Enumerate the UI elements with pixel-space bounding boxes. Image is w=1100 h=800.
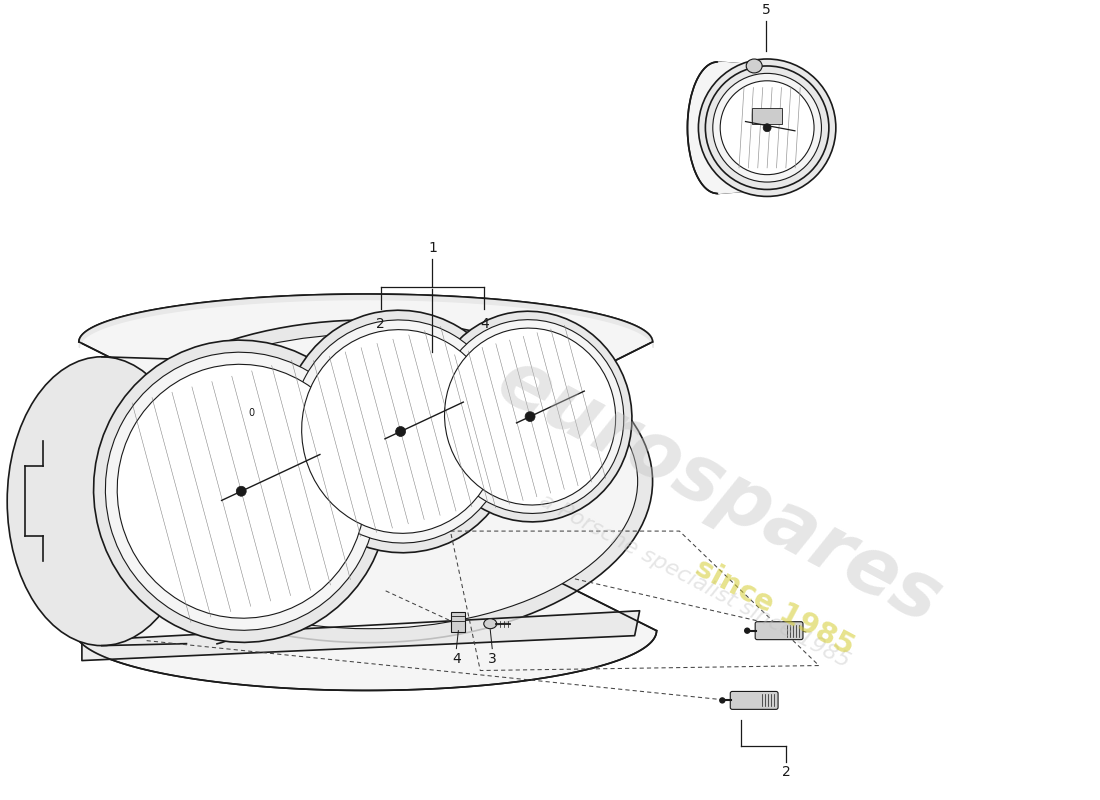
Ellipse shape [106, 352, 377, 630]
Ellipse shape [94, 340, 389, 642]
Ellipse shape [688, 62, 747, 194]
Ellipse shape [444, 328, 616, 505]
Ellipse shape [301, 330, 499, 534]
Ellipse shape [85, 320, 652, 642]
Text: 4: 4 [452, 651, 461, 666]
Polygon shape [75, 294, 657, 690]
Ellipse shape [8, 357, 197, 646]
Ellipse shape [484, 618, 497, 629]
Ellipse shape [428, 311, 631, 522]
FancyBboxPatch shape [752, 108, 782, 124]
Text: 0: 0 [249, 407, 254, 418]
Text: eurospares: eurospares [484, 342, 954, 640]
Ellipse shape [705, 66, 829, 190]
Ellipse shape [713, 74, 822, 182]
FancyBboxPatch shape [730, 691, 778, 710]
Text: 1: 1 [428, 242, 437, 255]
Text: since 1985: since 1985 [690, 554, 858, 662]
Circle shape [719, 698, 725, 703]
Ellipse shape [118, 364, 365, 618]
Text: 2: 2 [782, 765, 791, 779]
Polygon shape [717, 62, 767, 194]
Ellipse shape [396, 426, 406, 437]
Ellipse shape [698, 59, 836, 197]
Ellipse shape [763, 124, 771, 132]
Text: 5: 5 [762, 3, 770, 17]
FancyBboxPatch shape [756, 622, 803, 640]
Ellipse shape [746, 59, 762, 73]
Text: a Porsche specialist since 1985: a Porsche specialist since 1985 [536, 490, 852, 671]
Text: 4: 4 [480, 317, 488, 331]
Ellipse shape [236, 486, 246, 496]
Text: 3: 3 [488, 651, 496, 666]
Text: 2: 2 [376, 317, 385, 331]
Ellipse shape [437, 320, 624, 514]
Ellipse shape [525, 411, 535, 422]
Circle shape [745, 628, 750, 633]
Polygon shape [81, 610, 639, 661]
Polygon shape [688, 62, 717, 194]
FancyBboxPatch shape [451, 612, 465, 632]
Ellipse shape [720, 81, 814, 174]
Ellipse shape [100, 334, 638, 629]
Ellipse shape [283, 310, 518, 553]
Ellipse shape [293, 320, 509, 543]
